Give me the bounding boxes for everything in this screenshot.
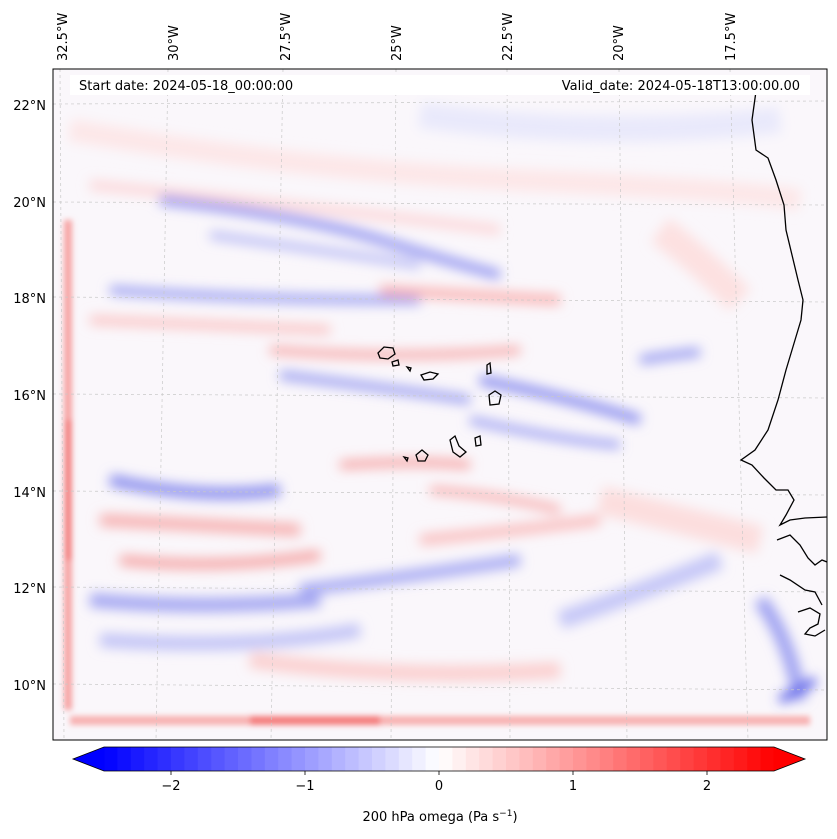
lon-tick-label: 27.5°W bbox=[279, 13, 294, 61]
colorbar-segment bbox=[452, 747, 467, 771]
colorbar-segment bbox=[760, 747, 775, 771]
graticule bbox=[53, 69, 827, 740]
colorbar-segment bbox=[653, 747, 668, 771]
colorbar-segment bbox=[318, 747, 333, 771]
colorbar-segment bbox=[144, 747, 159, 771]
colorbar-segment bbox=[278, 747, 293, 771]
colorbar-segment bbox=[519, 747, 534, 771]
lon-tick-label: 17.5°W bbox=[724, 13, 739, 61]
colorbar-segment bbox=[372, 747, 386, 771]
colorbar-segment bbox=[532, 747, 547, 771]
longitude-ticks: 32.5°W 30°W 27.5°W 25°W 22.5°W 20°W 17.5… bbox=[56, 13, 739, 61]
colorbar-segment bbox=[626, 747, 641, 771]
colorbar-tick-label: 1 bbox=[569, 779, 577, 794]
colorbar-low-extend bbox=[73, 747, 105, 771]
colorbar-segment bbox=[385, 747, 400, 771]
colorbar-segment bbox=[747, 747, 762, 771]
colorbar-segment bbox=[130, 747, 145, 771]
colorbar-ticks: −2 −1 0 1 2 bbox=[161, 771, 711, 794]
boundary-strips bbox=[64, 220, 810, 725]
colorbar-segment bbox=[439, 747, 453, 771]
colorbar-high-extend bbox=[773, 747, 805, 771]
lon-tick-label: 20°W bbox=[612, 25, 627, 61]
colorbar-segment bbox=[184, 747, 199, 771]
colorbar-segment bbox=[613, 747, 628, 771]
valid-date-label: Valid_date: 2024-05-18T13:00:00.00 bbox=[562, 79, 800, 94]
colorbar-segment bbox=[171, 747, 185, 771]
colorbar-segment bbox=[197, 747, 212, 771]
colorbar-tick-label: 0 bbox=[435, 779, 443, 794]
start-date-label: Start date: 2024-05-18_00:00:00 bbox=[79, 79, 293, 94]
colorbar-segment bbox=[693, 747, 708, 771]
colorbar-segment bbox=[291, 747, 306, 771]
colorbar-segment bbox=[117, 747, 132, 771]
colorbar-segment bbox=[720, 747, 735, 771]
colorbar: −2 −1 0 1 2 200 hPa omega (Pa s−1) bbox=[71, 746, 807, 825]
lat-tick-label: 16°N bbox=[13, 389, 46, 404]
colorbar-segment bbox=[104, 747, 118, 771]
colorbar-segment bbox=[305, 747, 319, 771]
lat-tick-label: 12°N bbox=[13, 582, 46, 597]
colorbar-segment bbox=[264, 747, 279, 771]
colorbar-segment bbox=[733, 747, 748, 771]
colorbar-segment bbox=[465, 747, 480, 771]
lat-tick-label: 18°N bbox=[13, 292, 46, 307]
colorbar-segment bbox=[546, 747, 561, 771]
colorbar-segment bbox=[479, 747, 494, 771]
colorbar-segment bbox=[358, 747, 373, 771]
colorbar-segment bbox=[412, 747, 427, 771]
colorbar-segment bbox=[506, 747, 520, 771]
lon-tick-label: 25°W bbox=[390, 25, 405, 61]
omega-field bbox=[68, 102, 818, 704]
lat-tick-label: 20°N bbox=[13, 196, 46, 211]
colorbar-tick-label: 2 bbox=[703, 779, 711, 794]
map-panel: Start date: 2024-05-18_00:00:00 Valid_da… bbox=[53, 69, 827, 740]
colorbar-segment bbox=[573, 747, 587, 771]
latitude-ticks: 22°N 20°N 18°N 16°N 14°N 12°N 10°N bbox=[13, 99, 46, 694]
colorbar-segment bbox=[586, 747, 601, 771]
annotation-background bbox=[70, 75, 810, 95]
colorbar-segment bbox=[345, 747, 360, 771]
colorbar-segment bbox=[666, 747, 681, 771]
colorbar-tick-label: −1 bbox=[295, 779, 314, 794]
colorbar-segment bbox=[707, 747, 721, 771]
colorbar-outline bbox=[71, 746, 807, 772]
lon-tick-label: 30°W bbox=[167, 25, 182, 61]
colorbar-segments bbox=[73, 747, 805, 771]
colorbar-segment bbox=[640, 747, 654, 771]
colorbar-segment bbox=[238, 747, 252, 771]
colorbar-segment bbox=[492, 747, 507, 771]
colorbar-tick-label: −2 bbox=[161, 779, 180, 794]
colorbar-segment bbox=[251, 747, 266, 771]
colorbar-label: 200 hPa omega (Pa s−1) bbox=[362, 809, 517, 825]
map-frame bbox=[52, 68, 828, 741]
colorbar-segment bbox=[680, 747, 695, 771]
colorbar-segment bbox=[599, 747, 614, 771]
colorbar-segment bbox=[425, 747, 440, 771]
lat-tick-label: 22°N bbox=[13, 99, 46, 114]
colorbar-segment bbox=[211, 747, 226, 771]
lat-tick-label: 14°N bbox=[13, 486, 46, 501]
colorbar-segment bbox=[559, 747, 574, 771]
lon-tick-label: 22.5°W bbox=[501, 13, 516, 61]
coastlines bbox=[377, 83, 827, 637]
lon-tick-label: 32.5°W bbox=[56, 13, 71, 61]
colorbar-segment bbox=[398, 747, 413, 771]
lat-tick-label: 10°N bbox=[13, 679, 46, 694]
colorbar-segment bbox=[331, 747, 346, 771]
colorbar-segment bbox=[157, 747, 172, 771]
colorbar-segment bbox=[224, 747, 239, 771]
